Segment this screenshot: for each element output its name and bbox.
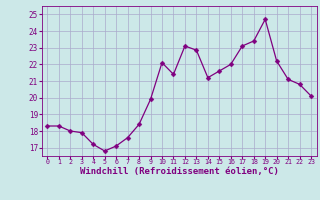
X-axis label: Windchill (Refroidissement éolien,°C): Windchill (Refroidissement éolien,°C) bbox=[80, 167, 279, 176]
